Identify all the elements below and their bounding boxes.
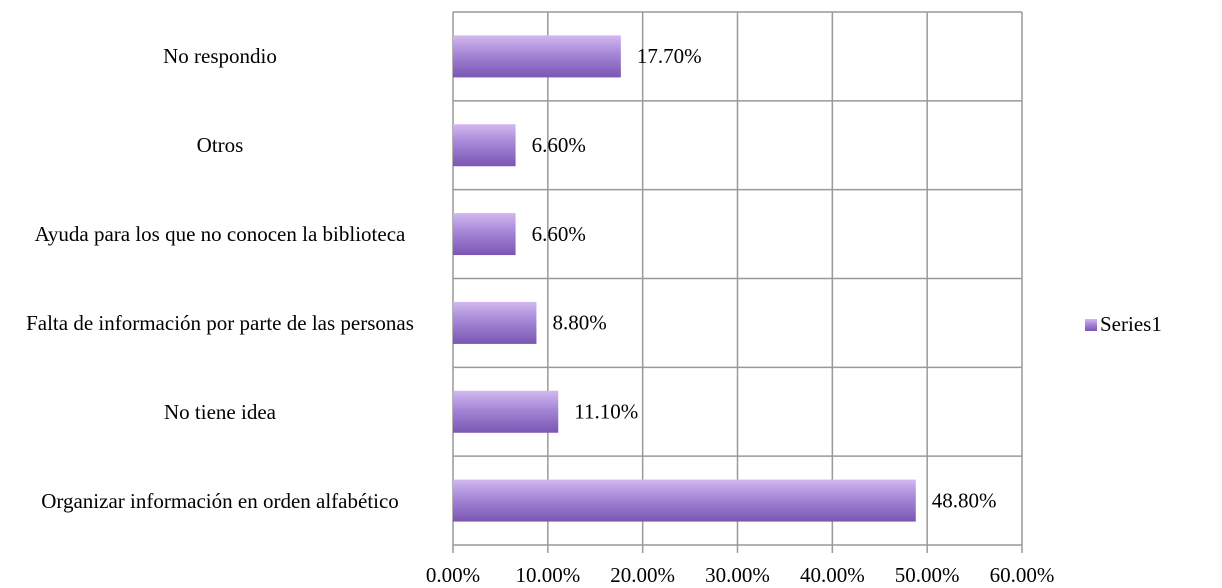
data-label: 6.60% [532,222,586,246]
data-label: 6.60% [532,133,586,157]
y-tick-label: Falta de información por parte de las pe… [26,310,414,335]
data-label: 48.80% [932,488,997,512]
data-label: 8.80% [552,311,606,335]
x-tick-label: 50.00% [895,563,960,587]
legend-swatch [1085,319,1097,331]
x-tick-label: 20.00% [610,563,675,587]
y-tick-label: Otros [196,133,244,158]
x-tick-label: 60.00% [990,563,1055,587]
x-tick-label: 30.00% [705,563,770,587]
bar [453,390,559,433]
y-tick-label: No tiene idea [164,399,276,424]
x-tick-label: 40.00% [800,563,865,587]
bar [453,479,916,522]
bar [453,213,516,256]
legend-label: Series1 [1100,312,1162,336]
x-tick-label: 10.00% [515,563,580,587]
data-label: 17.70% [637,44,702,68]
y-tick-label: Ayuda para los que no conocen la bibliot… [34,222,406,247]
y-tick-label: No respondio [163,44,277,69]
bar [453,35,621,78]
bar [453,301,537,344]
x-tick-label: 0.00% [426,563,480,587]
bar [453,124,516,167]
y-tick-label: Organizar información en orden alfabétic… [41,488,399,513]
data-label: 11.10% [574,400,638,424]
